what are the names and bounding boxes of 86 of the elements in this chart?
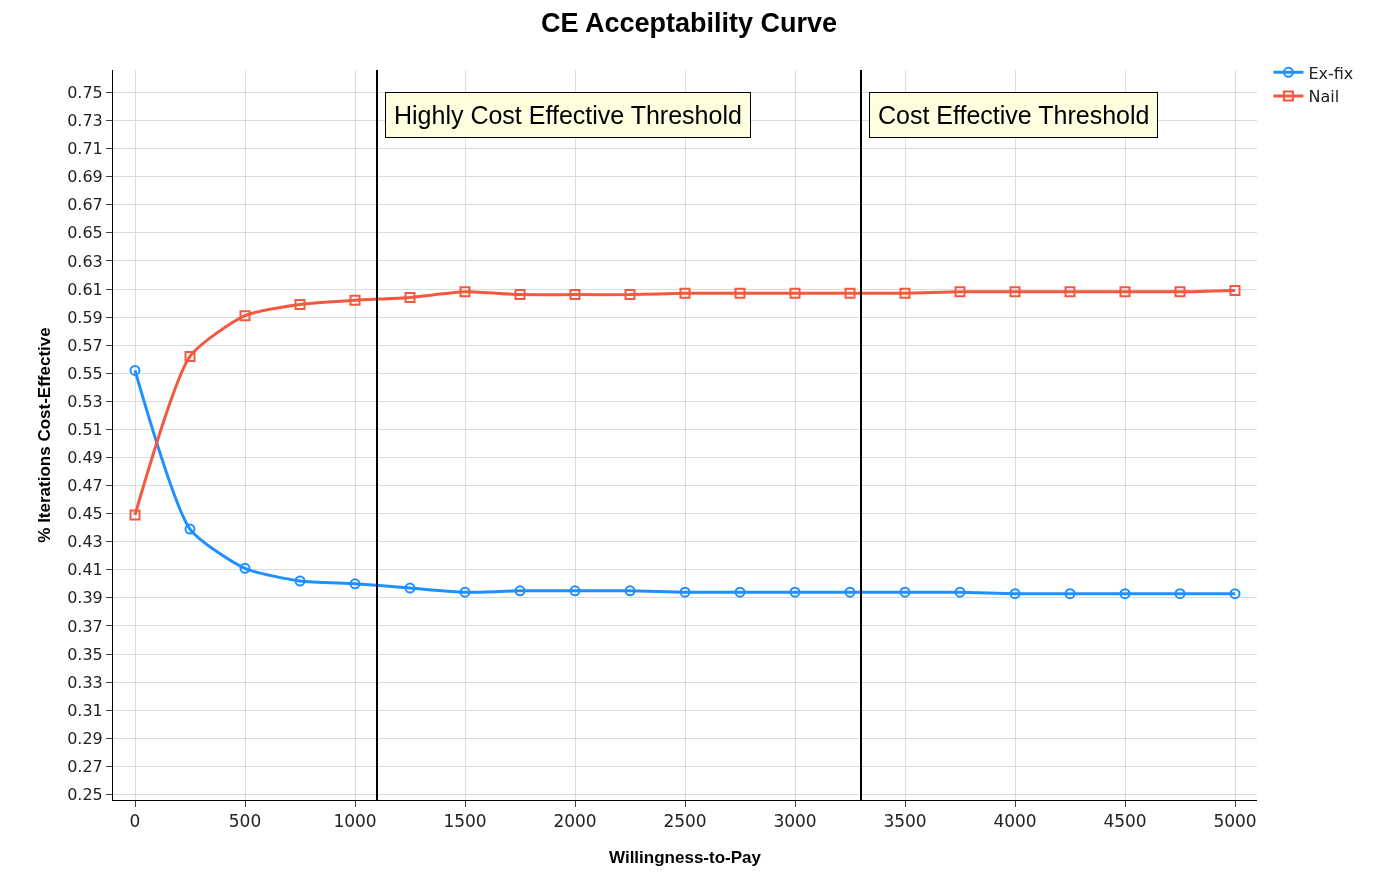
point — [184, 523, 196, 535]
point — [349, 578, 361, 590]
point — [1009, 286, 1021, 298]
point — [569, 585, 581, 597]
x-tick-label: 1000 — [333, 811, 377, 832]
point — [1174, 286, 1186, 298]
point — [624, 585, 636, 597]
point — [514, 289, 526, 301]
y-tick-label: 0.25 — [67, 784, 103, 804]
y-tick-label: 0.49 — [67, 448, 103, 468]
y-tick-label: 0.57 — [67, 335, 103, 355]
point — [679, 287, 691, 299]
x-tick-label: 4500 — [1103, 811, 1147, 832]
point — [844, 586, 856, 598]
y-tick-label: 0.63 — [67, 251, 103, 271]
x-axis-title: Willingness-to-Pay — [609, 847, 762, 867]
x-tick-label: 5000 — [1213, 811, 1257, 832]
point — [129, 509, 141, 521]
point — [789, 586, 801, 598]
y-tick-label: 0.47 — [67, 476, 103, 496]
point — [349, 294, 361, 306]
point — [624, 289, 636, 301]
point — [1174, 588, 1186, 600]
point — [899, 287, 911, 299]
point — [734, 586, 746, 598]
x-tick-label: 4000 — [993, 811, 1037, 832]
point — [459, 586, 471, 598]
y-tick-label: 0.67 — [67, 195, 103, 215]
point — [129, 364, 141, 376]
point — [899, 586, 911, 598]
y-tick-label: 0.33 — [67, 672, 103, 692]
x-tick-label: 3500 — [883, 811, 927, 832]
y-tick-label: 0.73 — [67, 111, 103, 131]
y-tick-label: 0.61 — [67, 279, 103, 299]
point — [1009, 588, 1021, 600]
y-tick-label: 0.65 — [67, 223, 103, 243]
point — [844, 287, 856, 299]
ref-line-label: Highly Cost Effective Threshold — [394, 101, 742, 129]
y-tick-label: 0.71 — [67, 139, 103, 159]
point — [1119, 588, 1131, 600]
legend-label: Nail — [1308, 87, 1340, 107]
y-tick-label: 0.37 — [67, 616, 103, 636]
chart-title: CE Acceptability Curve — [540, 8, 838, 39]
point — [1064, 588, 1076, 600]
point — [1119, 286, 1131, 298]
y-tick-label: 0.51 — [67, 419, 103, 439]
point — [789, 287, 801, 299]
y-tick-label: 0.39 — [67, 588, 103, 608]
y-tick-label: 0.53 — [67, 391, 103, 411]
x-tick-label: 2500 — [663, 811, 707, 832]
point — [1229, 284, 1241, 296]
point — [734, 287, 746, 299]
x-tick-label: 0 — [129, 811, 141, 832]
y-tick-label: 0.35 — [67, 644, 103, 664]
y-tick-label: 0.29 — [67, 728, 103, 748]
point — [1229, 588, 1241, 600]
ref-line-label: Cost Effective Threshold — [878, 101, 1150, 129]
point — [569, 289, 581, 301]
legend-label: Ex-fix — [1308, 63, 1354, 83]
y-tick-label: 0.55 — [67, 363, 103, 383]
point — [404, 291, 416, 303]
y-tick-label: 0.43 — [67, 532, 103, 552]
y-tick-label: 0.69 — [67, 167, 103, 187]
x-tick-label: 2000 — [553, 811, 597, 832]
point — [294, 575, 306, 587]
y-tick-label: 0.75 — [67, 83, 103, 103]
y-tick-label: 0.27 — [67, 756, 103, 776]
y-tick-label: 0.41 — [67, 560, 103, 580]
point — [514, 585, 526, 597]
point — [184, 350, 196, 362]
x-tick-label: 3000 — [773, 811, 817, 832]
point — [404, 582, 416, 594]
point — [239, 310, 251, 322]
x-tick-label: 1500 — [443, 811, 487, 832]
point — [294, 298, 306, 310]
point — [239, 562, 251, 574]
y-tick-label: 0.59 — [67, 307, 103, 327]
y-axis-title: % Iterations Cost-Effective — [34, 327, 54, 543]
point — [1064, 286, 1076, 298]
point — [954, 286, 966, 298]
x-tick-label: 500 — [228, 811, 262, 832]
point — [954, 586, 966, 598]
point — [679, 586, 691, 598]
y-tick-label: 0.45 — [67, 504, 103, 524]
y-tick-label: 0.31 — [67, 700, 103, 720]
point — [459, 286, 471, 298]
